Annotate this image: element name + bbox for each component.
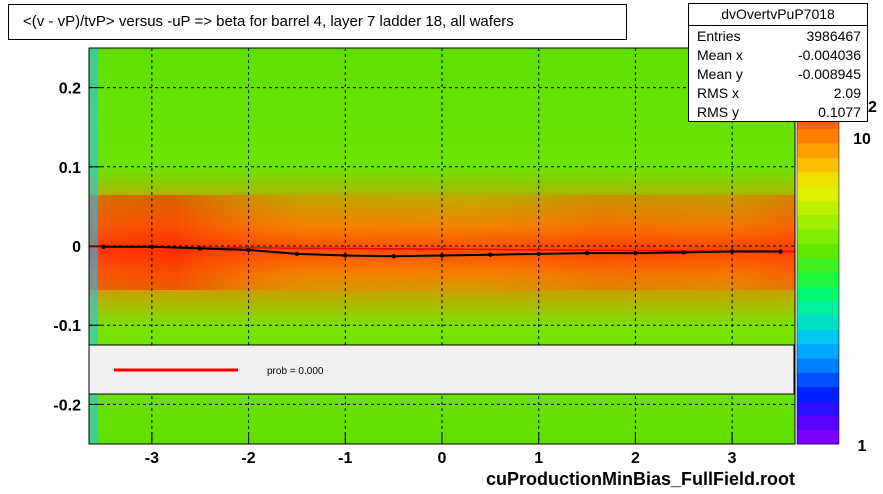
fit-legend-text: prob = 0.000 — [267, 366, 324, 377]
palette-swatch — [797, 200, 839, 216]
axes: -3 -2 -1 0 1 2 3 -0.2 -0.1 0 0.1 0.2 — [53, 81, 736, 467]
stats-label: RMS x — [697, 85, 739, 101]
palette-tick-label: 10 — [853, 131, 871, 148]
palette-swatch — [797, 171, 839, 187]
profile-point — [729, 249, 735, 254]
palette-tick-label: 1 — [858, 438, 867, 455]
y-tick-label: -0.1 — [53, 318, 81, 335]
profile-point — [198, 246, 203, 251]
stats-row-rms-y: RMS y 0.1077 — [697, 104, 861, 123]
palette-swatch — [797, 257, 839, 273]
stats-row-rms-x: RMS x 2.09 — [697, 85, 861, 104]
file-name-label: cuProductionMinBias_FullField.root — [486, 469, 796, 489]
x-tick-label: 3 — [728, 450, 737, 467]
profile-point — [536, 251, 541, 257]
stats-value: 2.09 — [833, 85, 861, 101]
palette-swatch — [797, 229, 839, 244]
profile-point — [343, 253, 348, 258]
color-palette: 1 10 2 — [796, 99, 877, 455]
stats-row-entries: Entries 3986467 — [697, 28, 861, 47]
profile-point — [778, 249, 783, 254]
palette-partial-label: 2 — [868, 99, 877, 116]
profile-point — [294, 251, 300, 257]
palette-swatch — [797, 358, 839, 373]
palette-swatch — [797, 157, 839, 173]
palette-swatch — [797, 386, 839, 402]
palette-swatch — [797, 243, 839, 259]
palette-swatch — [797, 286, 839, 302]
stats-row-mean-x: Mean x -0.004036 — [697, 47, 861, 66]
profile-point — [101, 244, 106, 249]
stats-label: RMS y — [697, 104, 739, 120]
palette-swatch — [797, 128, 839, 144]
y-tick-label: 0.1 — [59, 160, 81, 177]
palette-swatch — [797, 429, 839, 445]
fit-line — [88, 246, 796, 253]
palette-swatch — [797, 372, 839, 388]
palette-swatch — [797, 214, 839, 230]
plot-title: <(v - vP)/tvP> versus -uP => beta for ba… — [8, 4, 627, 40]
stats-divider — [689, 25, 867, 26]
stats-label: Entries — [697, 28, 741, 44]
palette-swatch — [797, 315, 839, 330]
palette-swatch — [797, 329, 839, 345]
y-tick-label: 0 — [72, 239, 81, 256]
profile-point — [246, 247, 251, 253]
stats-row-mean-y: Mean y -0.008945 — [697, 66, 861, 85]
x-tick-label: -1 — [338, 450, 352, 467]
stats-box: dvOvertvPuP7018 Entries 3986467 Mean x -0.… — [688, 3, 868, 122]
palette-swatch — [797, 343, 839, 359]
profile-point — [633, 250, 638, 256]
palette-swatch — [797, 401, 839, 416]
palette-swatch — [797, 415, 839, 431]
stats-name: dvOvertvPuP7018 — [721, 6, 835, 22]
stats-value: -0.004036 — [797, 47, 861, 63]
profile-point — [488, 252, 493, 257]
profile-point — [584, 250, 590, 256]
palette-swatch — [797, 186, 839, 201]
profile-point — [149, 244, 155, 249]
profile-point — [439, 253, 445, 258]
y-tick-label: 0.2 — [59, 81, 81, 98]
profile-points — [101, 244, 783, 259]
stats-value: 3986467 — [806, 28, 861, 44]
stats-label: Mean y — [697, 66, 743, 82]
palette-swatch — [797, 272, 839, 287]
x-tick-label: -2 — [241, 450, 255, 467]
palette-swatch — [797, 300, 839, 316]
x-tick-label: -3 — [145, 450, 159, 467]
stats-value: -0.008945 — [797, 66, 861, 82]
profile-point — [391, 254, 396, 259]
stats-label: Mean x — [697, 47, 743, 63]
x-tick-label: 1 — [534, 450, 543, 467]
palette-swatch — [797, 143, 839, 158]
y-tick-label: -0.2 — [53, 397, 81, 414]
x-tick-label: 0 — [438, 450, 447, 467]
profile-point — [681, 250, 686, 255]
x-tick-label: 2 — [631, 450, 640, 467]
stats-value: 0.1077 — [818, 104, 861, 120]
